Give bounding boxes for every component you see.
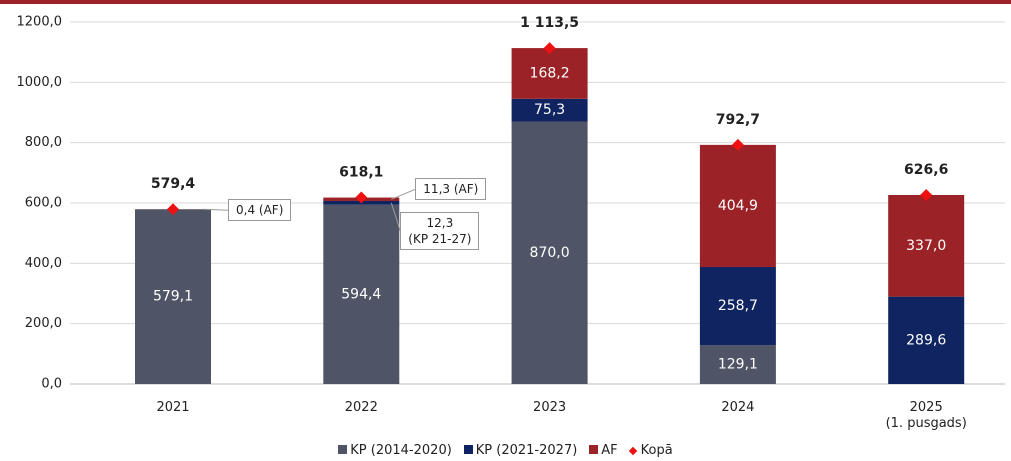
total-marker xyxy=(731,138,744,151)
bar-segment xyxy=(888,296,965,384)
total-label: 626,6 xyxy=(904,162,948,178)
segment-label: 579,1 xyxy=(153,289,193,305)
callout-leader xyxy=(202,208,229,211)
total-label: 579,4 xyxy=(151,176,196,192)
x-tick-label: 2021 xyxy=(156,400,190,415)
callout-label: 11,3 (AF) xyxy=(415,178,487,201)
legend-label: KP (2014-2020) xyxy=(350,443,452,458)
bar-segment xyxy=(135,209,211,384)
legend-item: KP (2014-2020) xyxy=(338,443,452,458)
y-tick-label: 200,0 xyxy=(25,316,62,331)
segment-label: 289,6 xyxy=(906,332,946,348)
callout-label: 12,3 (KP 21-27) xyxy=(400,211,480,250)
top-rule xyxy=(0,0,1011,4)
total-label: 792,7 xyxy=(716,112,760,128)
segment-label: 168,2 xyxy=(530,65,570,81)
x-tick-label: 2022 xyxy=(344,400,378,415)
legend-swatch xyxy=(338,445,348,454)
total-marker xyxy=(167,203,179,216)
segment-label: 594,4 xyxy=(341,286,381,302)
legend-item: KP (2021-2027) xyxy=(463,443,578,458)
bar-segment xyxy=(511,48,588,99)
y-tick-label: 800,0 xyxy=(25,135,62,150)
y-tick-label: 600,0 xyxy=(25,196,62,211)
callout-leader xyxy=(391,188,416,200)
bar-segment xyxy=(888,194,965,297)
x-tick-label: 2023 xyxy=(533,400,567,415)
y-tick-label: 1200,0 xyxy=(17,15,63,30)
legend-swatch xyxy=(589,445,599,454)
segment-label: 337,0 xyxy=(906,238,946,254)
bar-segment xyxy=(323,204,400,384)
total-marker xyxy=(920,188,933,201)
total-marker xyxy=(355,191,368,204)
segment-label: 129,1 xyxy=(718,357,758,373)
bar-segment xyxy=(511,98,588,122)
y-tick-label: 1000,0 xyxy=(17,75,63,90)
bar-segment xyxy=(699,144,776,268)
legend-label: AF xyxy=(601,443,618,458)
segment-label: 258,7 xyxy=(718,298,758,314)
y-tick-label: 0,0 xyxy=(41,377,62,392)
legend-item: Kopā xyxy=(628,443,673,458)
legend-swatch xyxy=(463,445,473,454)
legend-item: AF xyxy=(589,443,618,458)
total-label: 1 113,5 xyxy=(520,15,579,31)
total-marker xyxy=(543,42,556,55)
x-tick-label: 2025 (1. pusgads) xyxy=(885,400,967,431)
x-tick-label: 2024 xyxy=(721,400,755,415)
callout-leader xyxy=(390,202,401,231)
legend-swatch xyxy=(628,446,637,456)
callout-label: 0,4 (AF) xyxy=(228,199,292,222)
segment-label: 75,3 xyxy=(534,102,565,118)
legend-label: KP (2021-2027) xyxy=(475,443,578,458)
y-tick-label: 400,0 xyxy=(25,256,62,271)
bar-segment xyxy=(699,345,776,384)
legend-label: Kopā xyxy=(640,443,673,458)
segment-label: 404,9 xyxy=(718,198,758,214)
bar-segment xyxy=(511,121,588,385)
bar-segment xyxy=(699,267,776,346)
total-label: 618,1 xyxy=(339,165,383,181)
segment-label: 870,0 xyxy=(530,245,570,261)
legend: KP (2014-2020) KP (2021-2027) AF Kopā xyxy=(0,443,1011,458)
